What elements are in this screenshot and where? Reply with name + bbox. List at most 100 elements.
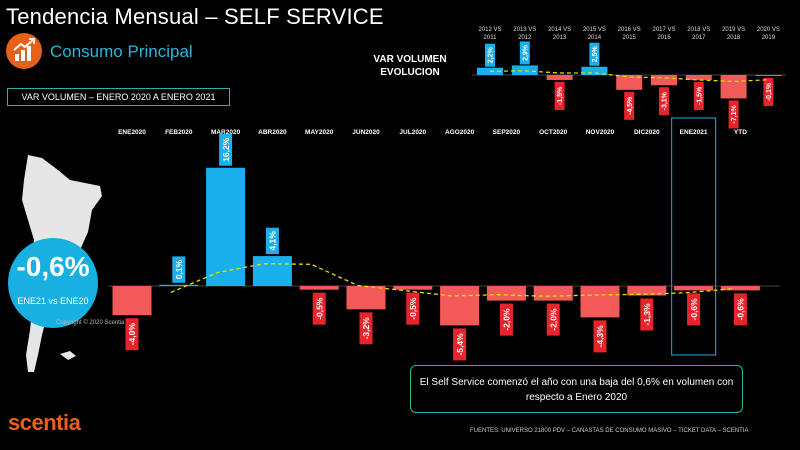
copyright: Copyright © 2020 Scentia	[56, 320, 125, 326]
bar	[511, 65, 538, 75]
data-label-box	[763, 78, 774, 106]
data-label-box	[687, 293, 701, 326]
evolution-chart-title: VAR VOLUMEN EVOLUCION	[373, 54, 447, 78]
x-tick-label: DIC2020	[634, 129, 660, 136]
data-label: -4,5%	[627, 96, 634, 115]
growth-chart-icon	[6, 33, 42, 69]
bar	[440, 286, 480, 326]
x-tick-label: MAR2020	[211, 129, 241, 136]
subtitle: Consumo Principal	[50, 42, 193, 61]
bar	[674, 286, 714, 291]
data-label: -0,6%	[736, 298, 746, 321]
data-label: -1,5%	[557, 86, 564, 105]
x-tick-label: JUL2020	[399, 129, 426, 136]
data-label-box	[659, 87, 669, 116]
islands-icon	[60, 351, 76, 360]
data-label: -3,1%	[662, 91, 669, 110]
data-label-box	[359, 312, 373, 345]
x-tick-label: 2019	[762, 35, 776, 41]
bar	[755, 75, 782, 76]
bar	[651, 75, 677, 86]
trend-line	[170, 263, 733, 297]
bar	[546, 75, 573, 80]
comment-box: El Self Service comenzó el año con una b…	[410, 365, 743, 413]
x-tick-label: 2019 VS	[722, 27, 745, 33]
x-tick-label: JUN2020	[352, 129, 380, 136]
bar	[580, 286, 620, 318]
bar	[720, 286, 760, 291]
brand-logo: scentia	[8, 410, 81, 435]
data-label-box	[640, 298, 654, 331]
kpi-label: ENE21 vs ENE20	[17, 296, 89, 306]
data-label: -3,2%	[361, 317, 371, 340]
data-label-box	[453, 328, 467, 361]
data-label: -2,0%	[502, 308, 512, 331]
period-label: VAR VOLUMEN – ENERO 2020 A ENERO 2021	[7, 88, 230, 106]
x-tick-label: 2017	[692, 35, 706, 41]
data-label-box	[593, 320, 607, 353]
x-tick-label: SEP2020	[493, 129, 521, 136]
data-label: -0,6%	[689, 298, 699, 321]
data-label-box	[265, 227, 279, 255]
x-tick-label: 2018	[727, 35, 741, 41]
x-tick-label: 2014 VS	[548, 27, 571, 33]
data-label-box	[733, 293, 747, 326]
data-label: -0,1%	[766, 82, 773, 101]
data-label: -5,4%	[455, 333, 465, 356]
x-tick-label: FEB2020	[165, 129, 193, 136]
x-tick-label: 2012 VS	[478, 27, 501, 33]
bar	[206, 167, 246, 286]
kpi-badge: -0,6% ENE21 vs ENE20	[8, 238, 98, 328]
data-label-box	[624, 91, 635, 120]
bar	[112, 286, 152, 316]
x-tick-label: NOV2020	[586, 129, 615, 136]
x-tick-label: MAY2020	[305, 129, 334, 136]
x-tick-label: ABR2020	[258, 129, 287, 136]
x-tick-label: 2014	[588, 35, 602, 41]
data-label-box	[499, 303, 513, 336]
data-label-box	[589, 42, 600, 66]
kpi-value: -0,6%	[16, 251, 90, 282]
data-label: 2,5%	[592, 46, 599, 63]
x-tick-label: ENE2020	[118, 129, 146, 136]
x-tick-label: YTD	[734, 129, 747, 136]
bar	[299, 286, 339, 290]
data-label: -7,1%	[731, 105, 738, 124]
x-tick-label: 2016	[657, 35, 671, 41]
x-tick-label: OCT2020	[539, 129, 568, 136]
data-label: -0,5%	[408, 297, 418, 320]
bar	[252, 256, 292, 286]
bar	[346, 286, 386, 310]
bar	[159, 284, 199, 286]
bar	[685, 75, 712, 80]
x-tick-label: 2012	[518, 35, 532, 41]
data-label-box	[172, 256, 186, 283]
data-label-box	[125, 318, 139, 351]
data-label-box	[312, 292, 326, 325]
x-tick-label: 2011	[484, 35, 498, 41]
data-label-box	[546, 303, 560, 336]
data-label: -4,0%	[127, 323, 137, 346]
data-label-box	[554, 81, 565, 110]
data-label: 2,9%	[522, 44, 529, 61]
data-label: 0,1%	[174, 259, 184, 279]
bar	[616, 75, 643, 90]
evolution-chart: 2012 VS 2011 2,2% 2013 VS 2012 2,9% 2014 VS 201…	[472, 27, 786, 129]
bar	[720, 75, 747, 99]
x-tick-label: AGO2020	[445, 129, 475, 136]
sources-note: FUENTES: UNIVERSO 21800 PDV – CANASTAS D…	[470, 428, 749, 434]
bar	[533, 286, 573, 301]
x-tick-label: 2016 VS	[618, 27, 641, 33]
x-tick-label: 2018 VS	[687, 27, 710, 33]
data-label-box	[519, 41, 530, 65]
data-label-box	[406, 292, 420, 325]
x-tick-label: 2015	[623, 35, 637, 41]
data-label: -4,3%	[595, 325, 605, 348]
bar	[393, 286, 433, 290]
data-label: 16,2%	[221, 137, 231, 162]
data-label-box	[485, 43, 495, 67]
data-label: -1,5%	[696, 86, 703, 105]
data-label: -0,5%	[314, 297, 324, 320]
page-title: Tendencia Mensual – SELF SERVICE	[6, 4, 384, 29]
